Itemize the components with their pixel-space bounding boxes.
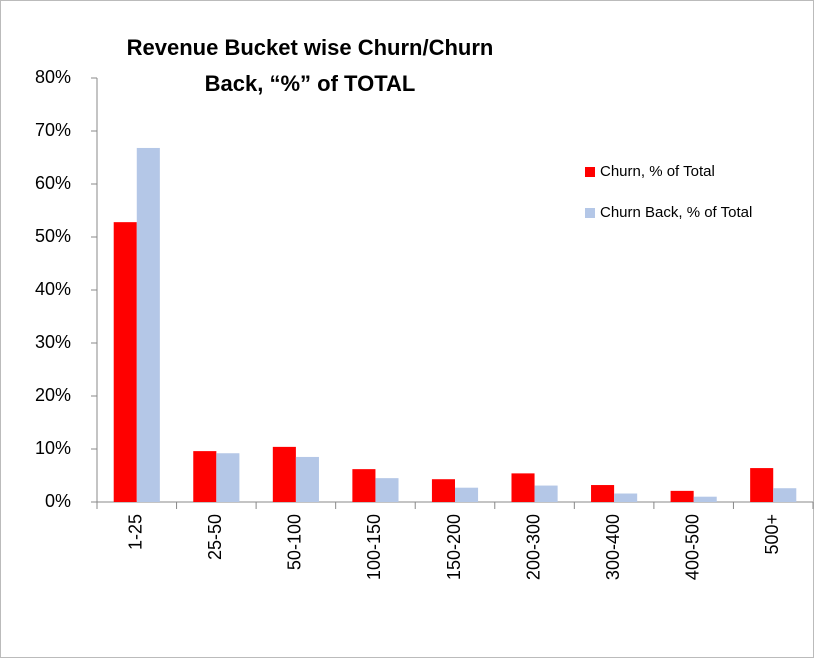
bar	[534, 485, 558, 502]
legend-swatch	[585, 208, 595, 218]
bar	[375, 478, 399, 502]
y-tick-label: 20%	[35, 385, 71, 405]
y-tick-label: 30%	[35, 332, 71, 352]
bar	[113, 222, 137, 502]
bar	[272, 446, 296, 502]
bar	[670, 490, 694, 502]
bar	[352, 469, 376, 502]
bar	[193, 451, 217, 502]
x-tick-label: 100-150	[364, 514, 384, 580]
bar	[591, 485, 615, 502]
y-tick-label: 70%	[35, 120, 71, 140]
y-tick-label: 40%	[35, 279, 71, 299]
x-tick-label: 500+	[762, 514, 782, 555]
legend-swatch	[585, 167, 595, 177]
y-tick-label: 0%	[45, 491, 71, 511]
bar	[614, 493, 638, 502]
x-tick-label: 1-25	[126, 514, 146, 550]
bar	[773, 488, 797, 502]
y-tick-label: 60%	[35, 173, 71, 193]
x-tick-label: 300-400	[603, 514, 623, 580]
legend-label: Churn, % of Total	[600, 163, 715, 180]
x-tick-label: 150-200	[444, 514, 464, 580]
bar	[455, 487, 479, 502]
bar	[216, 453, 240, 502]
bar	[693, 496, 717, 502]
y-tick-label: 10%	[35, 438, 71, 458]
chart-title: Revenue Bucket wise Churn/Churn Back, “%…	[126, 35, 494, 96]
y-tick-label: 50%	[35, 226, 71, 246]
x-tick-label: 400-500	[682, 514, 702, 580]
y-tick-label: 80%	[35, 67, 71, 87]
bar	[136, 147, 160, 502]
x-tick-label: 50-100	[285, 514, 305, 570]
x-tick-label: 200-300	[523, 514, 543, 580]
bar	[750, 468, 774, 502]
x-tick-label: 25-50	[205, 514, 225, 560]
legend-label: Churn Back, % of Total	[600, 204, 752, 221]
bar	[511, 473, 535, 502]
bar	[295, 456, 319, 502]
bar	[431, 479, 455, 502]
